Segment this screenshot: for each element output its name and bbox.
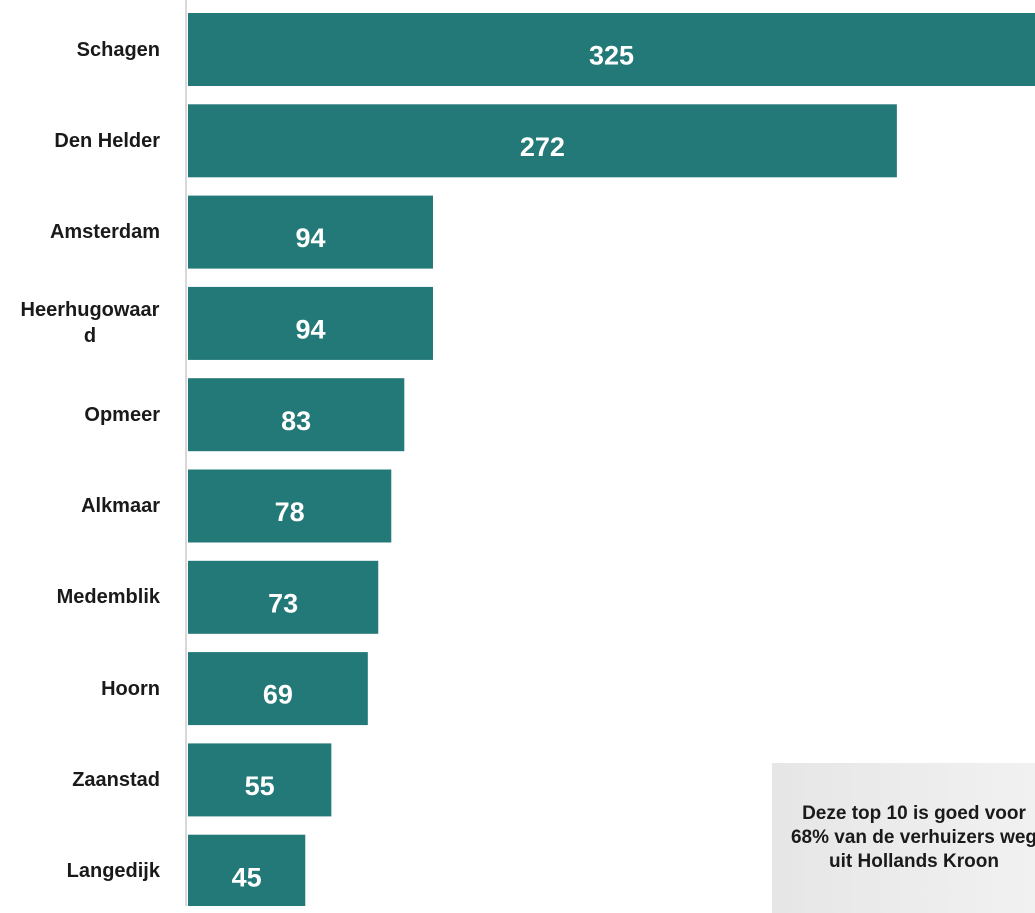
category-label: Den Helder bbox=[54, 129, 160, 152]
bar bbox=[188, 560, 379, 634]
category-label: Schagen bbox=[76, 38, 160, 61]
value-label: 73 bbox=[268, 588, 298, 618]
category-label: Amsterdam bbox=[49, 221, 160, 244]
category-label: Medemblik bbox=[56, 586, 160, 609]
value-label: 83 bbox=[281, 406, 311, 436]
value-label: 69 bbox=[263, 680, 293, 710]
category-label-box: Hoorn bbox=[10, 652, 160, 725]
category-label: Hoorn bbox=[101, 677, 160, 700]
bar bbox=[188, 834, 306, 906]
category-label-box: Zaanstad bbox=[10, 743, 160, 816]
annotation-box: Deze top 10 is goed voor 68% van de verh… bbox=[772, 763, 1035, 913]
bar bbox=[188, 195, 433, 269]
value-label: 78 bbox=[275, 497, 305, 527]
value-label: 94 bbox=[295, 223, 325, 253]
value-label: 272 bbox=[520, 132, 565, 162]
bar bbox=[188, 743, 332, 817]
value-label: 325 bbox=[589, 41, 634, 71]
category-label-box: Medemblik bbox=[10, 561, 160, 634]
category-label: Alkmaar bbox=[81, 495, 160, 517]
value-label: 94 bbox=[295, 315, 325, 345]
value-label: 45 bbox=[232, 862, 262, 892]
category-label: Opmeer bbox=[84, 403, 160, 426]
annotation: Deze top 10 is goed voor 68% van de verh… bbox=[790, 803, 1035, 872]
category-label: Langedijk bbox=[66, 860, 160, 883]
bar bbox=[188, 286, 433, 360]
bar bbox=[188, 378, 405, 452]
value-label: 55 bbox=[245, 771, 275, 801]
category-label-box: Den Helder bbox=[10, 104, 160, 177]
category-label-box: Langedijk bbox=[10, 835, 160, 908]
bar bbox=[188, 652, 368, 726]
category-label-box: Heerhugowaard bbox=[10, 287, 160, 360]
bar bbox=[188, 13, 1035, 86]
category-label: Heerhugowaard bbox=[20, 299, 160, 348]
category-label-box: Alkmaar bbox=[10, 470, 160, 543]
bar bbox=[188, 469, 392, 543]
category-label-box: Schagen bbox=[10, 13, 160, 86]
category-label-box: Opmeer bbox=[10, 378, 160, 451]
category-label: Zaanstad bbox=[72, 768, 160, 791]
bar bbox=[188, 104, 897, 178]
category-label-box: Amsterdam bbox=[10, 196, 160, 269]
